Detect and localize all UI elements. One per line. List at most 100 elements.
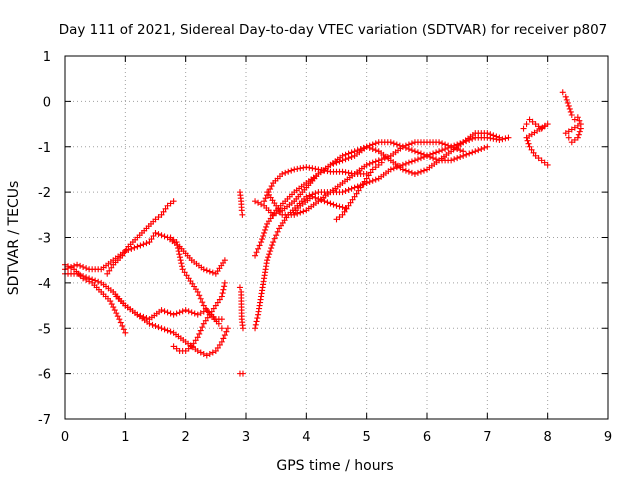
x-tick-labels: 0 1 2 3 4 5 6 7 8 9 <box>61 430 612 445</box>
data-point <box>110 304 117 311</box>
data-point <box>108 264 115 271</box>
data-point <box>372 158 379 165</box>
data-point <box>80 263 87 270</box>
y-axis-label: SDTVAR / TECUs <box>6 181 22 296</box>
data-point <box>303 164 310 171</box>
data-point <box>270 211 277 218</box>
data-point <box>116 316 123 323</box>
data-point <box>200 350 207 357</box>
data-point <box>327 200 334 207</box>
data-point <box>137 242 144 249</box>
data-point <box>218 338 225 345</box>
data-point <box>197 349 204 356</box>
data-point <box>200 302 207 309</box>
data-point <box>359 181 366 188</box>
data-point <box>532 121 539 128</box>
data-point <box>119 252 126 259</box>
data-point <box>271 235 278 242</box>
series-arc17 <box>559 89 584 146</box>
data-point <box>152 229 159 236</box>
data-point <box>345 186 352 193</box>
data-point <box>312 165 319 172</box>
data-point <box>74 270 81 277</box>
data-point <box>355 187 362 194</box>
data-point <box>216 296 223 303</box>
data-point <box>357 184 364 191</box>
data-point <box>393 141 400 148</box>
data-point <box>399 143 406 150</box>
data-point <box>178 263 185 270</box>
x-axis-label: GPS time / hours <box>276 458 393 474</box>
data-point <box>220 286 227 293</box>
x-tick-label: 1 <box>121 430 129 445</box>
data-point <box>339 211 346 218</box>
data-point <box>179 308 186 315</box>
data-point <box>571 136 578 143</box>
data-point <box>167 234 174 241</box>
data-point <box>268 245 275 252</box>
data-point <box>523 134 530 141</box>
data-point <box>529 118 536 125</box>
data-series <box>62 89 584 377</box>
data-point <box>408 140 415 147</box>
x-tick-label: 9 <box>604 430 612 445</box>
data-point <box>405 141 412 148</box>
data-point <box>387 139 394 146</box>
data-point <box>200 320 207 327</box>
data-point <box>372 176 379 183</box>
data-point <box>318 167 325 174</box>
data-point <box>399 166 406 173</box>
data-point <box>260 232 267 239</box>
data-point <box>203 352 210 359</box>
x-tick-label: 2 <box>182 430 190 445</box>
data-point <box>179 266 186 273</box>
data-point <box>190 340 197 347</box>
data-point <box>182 347 189 354</box>
data-point <box>173 239 180 246</box>
series-arc15 <box>261 164 370 205</box>
data-point <box>414 156 421 163</box>
data-point <box>315 195 322 202</box>
data-point <box>348 185 355 192</box>
data-point <box>137 312 144 319</box>
data-point <box>457 153 464 160</box>
data-point <box>451 144 458 151</box>
data-point <box>197 327 204 334</box>
data-point <box>354 183 361 190</box>
data-point <box>253 318 260 325</box>
data-point <box>372 164 379 171</box>
data-point <box>414 149 421 156</box>
data-point <box>306 164 313 171</box>
data-point <box>149 321 156 328</box>
data-point <box>405 168 412 175</box>
x-tick-label: 0 <box>61 430 69 445</box>
data-point <box>360 144 367 151</box>
data-point <box>209 269 216 276</box>
data-point <box>215 320 222 327</box>
data-point <box>155 231 162 238</box>
data-point <box>535 123 542 130</box>
data-point <box>562 93 569 100</box>
data-point <box>424 152 430 159</box>
data-point <box>221 257 228 264</box>
data-point <box>439 147 446 154</box>
data-point <box>436 148 443 155</box>
data-point <box>218 293 225 300</box>
x-tick-label: 4 <box>302 430 310 445</box>
data-point <box>264 192 271 199</box>
data-point <box>202 317 209 324</box>
data-point <box>448 143 455 150</box>
data-point <box>481 144 488 151</box>
data-point <box>68 263 75 270</box>
data-point <box>300 164 307 171</box>
data-point <box>566 105 573 112</box>
data-point <box>408 169 415 176</box>
data-point <box>209 349 216 356</box>
data-point <box>200 266 207 273</box>
data-point <box>577 125 584 132</box>
series-arc14 <box>264 189 349 218</box>
data-point <box>253 249 260 256</box>
data-point <box>143 315 150 322</box>
data-point <box>143 240 150 247</box>
data-point <box>405 159 412 166</box>
